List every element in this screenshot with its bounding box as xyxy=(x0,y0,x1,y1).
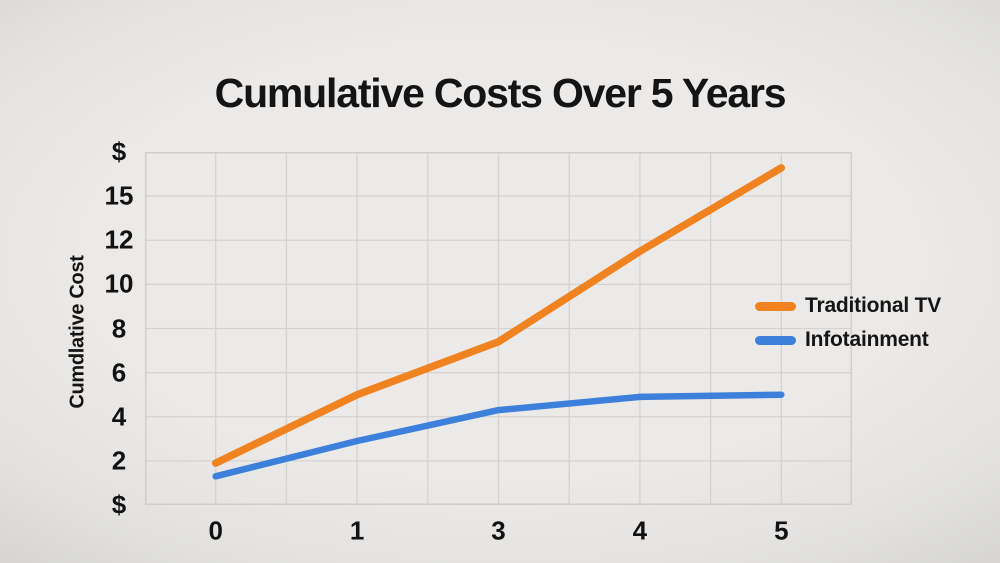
y-axis-title: Cumdlative Cost xyxy=(66,255,89,409)
legend: Traditional TV Infotainment xyxy=(755,294,941,352)
plot-area xyxy=(145,152,852,505)
y-tick-label: 2 xyxy=(111,445,127,476)
legend-label-infotainment: Infotainment xyxy=(805,328,929,351)
y-tick-label: $ xyxy=(111,489,127,520)
y-tick-label: 8 xyxy=(111,313,127,343)
y-tick-label: 4 xyxy=(111,401,127,432)
y-tick-label: 12 xyxy=(104,224,134,255)
series-line-traditional-tv xyxy=(211,164,786,467)
legend-label-traditional-tv: Traditional TV xyxy=(805,294,942,317)
legend-swatch-infotainment xyxy=(755,335,796,345)
x-tick-label: 1 xyxy=(349,515,365,546)
legend-item-traditional-tv: Traditional TV xyxy=(755,294,941,318)
gridlines xyxy=(145,152,852,505)
x-tick-label: 3 xyxy=(491,515,506,546)
legend-item-infotainment: Infotainment xyxy=(755,328,941,352)
x-tick-label: 5 xyxy=(774,515,789,546)
plot-svg xyxy=(145,152,852,505)
chart-title: Cumulative Costs Over 5 Years xyxy=(214,70,787,116)
series-line-infotainment xyxy=(212,391,785,480)
y-tick-label: 6 xyxy=(111,357,127,388)
x-tick-label: 4 xyxy=(632,515,648,546)
legend-swatch-traditional-tv xyxy=(755,301,796,311)
y-tick-label: $ xyxy=(111,136,127,167)
plot-border xyxy=(145,152,852,505)
y-tick-label: 10 xyxy=(104,268,134,299)
x-tick-label: 0 xyxy=(208,515,223,546)
y-tick-label: 15 xyxy=(104,180,134,211)
